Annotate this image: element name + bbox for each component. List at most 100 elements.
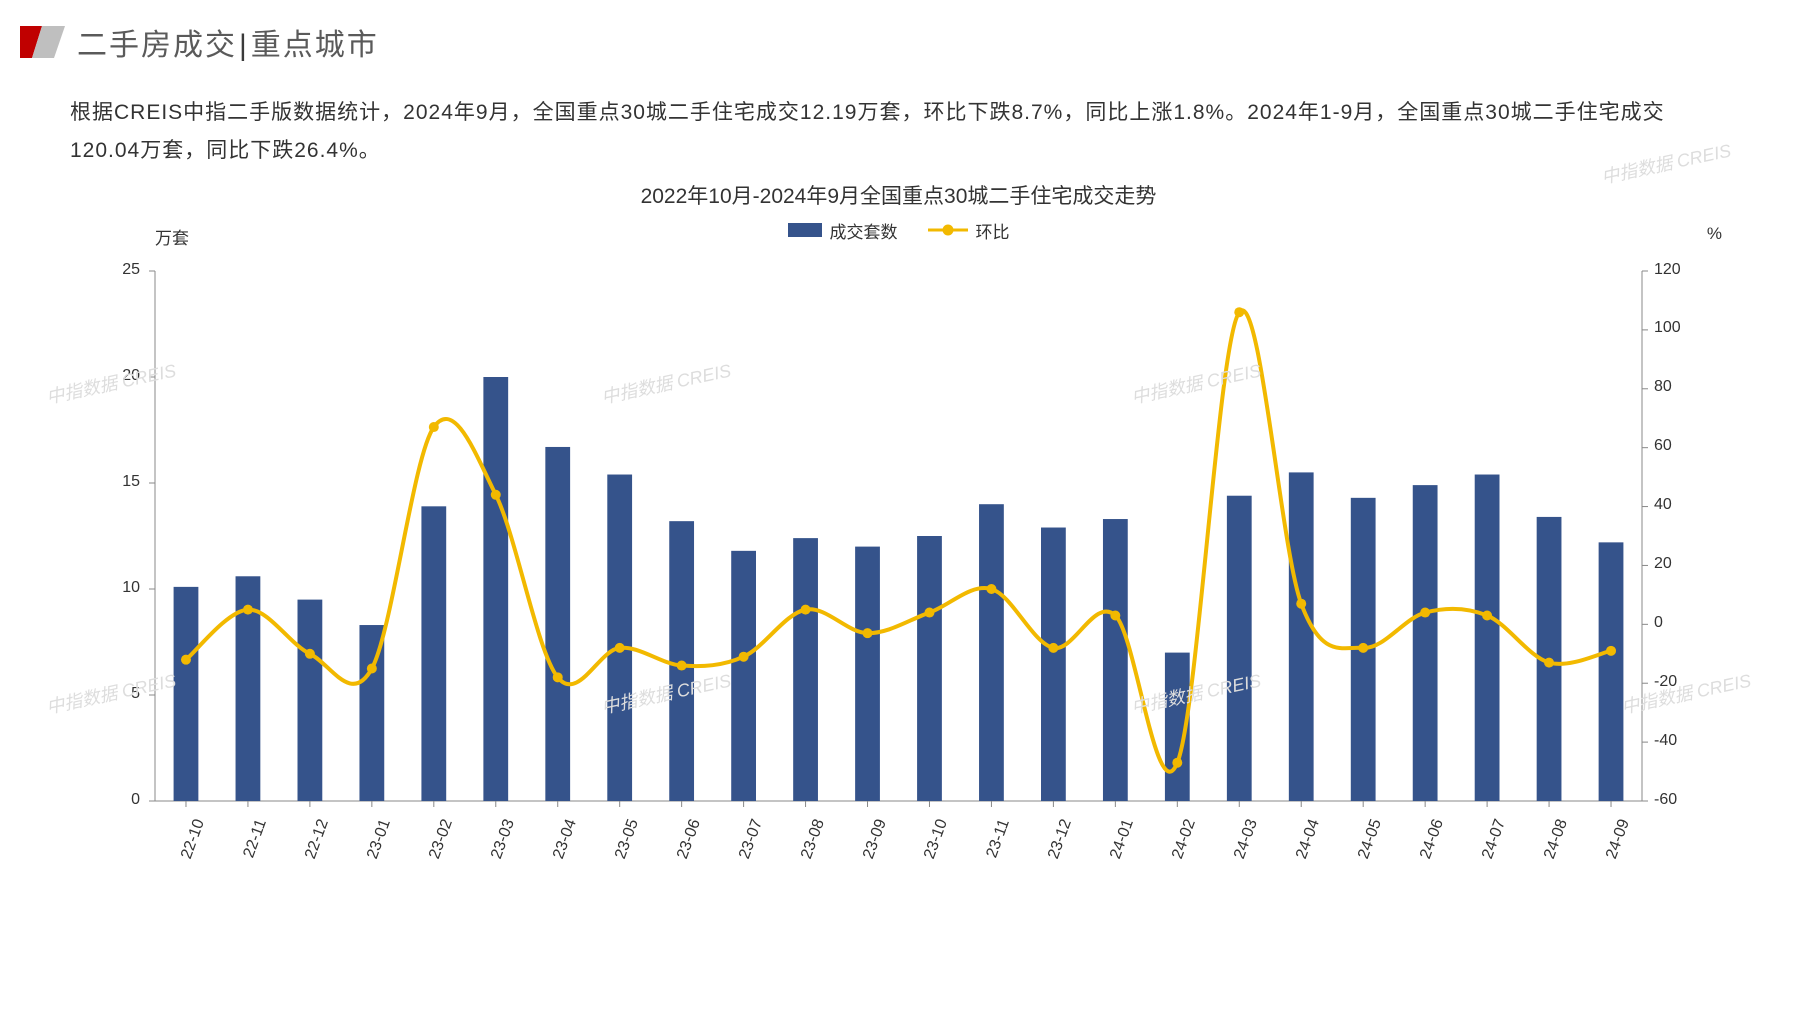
bar (1103, 519, 1128, 801)
y-right-tick-label: -40 (1654, 732, 1704, 750)
line-marker (305, 648, 315, 658)
y-right-tick-label: -60 (1654, 791, 1704, 809)
bar (731, 550, 756, 800)
line-marker (367, 663, 377, 673)
x-axis-labels: 22-10 22-11 22-12 23-01 23-02 23-03 23-04 23-05… (100, 811, 1697, 891)
x-tick-label: 23-01 (364, 817, 395, 862)
bar (1289, 472, 1314, 801)
y-left-tick-label: 15 (100, 473, 140, 491)
x-tick-label: 24-01 (1107, 817, 1138, 862)
x-tick-label: 23-02 (426, 817, 457, 862)
bar (483, 377, 508, 801)
x-tick-label: 23-04 (550, 817, 581, 862)
line-marker (863, 628, 873, 638)
x-tick-label: 22-10 (178, 817, 209, 862)
page-title: 二手房成交|重点城市 (77, 20, 379, 64)
bar (1599, 542, 1624, 801)
line-marker (1110, 610, 1120, 620)
line-marker (1172, 757, 1182, 767)
x-tick-label: 23-03 (488, 817, 519, 862)
y-right-tick-label: 60 (1654, 437, 1704, 455)
line-marker (801, 604, 811, 614)
line-marker (491, 489, 501, 499)
bar (917, 536, 942, 801)
line-marker (1606, 645, 1616, 655)
legend-line-swatch-icon (928, 223, 968, 237)
y-left-tick-label: 25 (100, 261, 140, 279)
title-separator: | (239, 29, 249, 62)
x-tick-label: 23-05 (612, 817, 643, 862)
bar (1227, 495, 1252, 800)
x-tick-label: 24-06 (1417, 817, 1448, 862)
line-series (186, 310, 1611, 771)
y-right-tick-label: 80 (1654, 378, 1704, 396)
bar (174, 586, 199, 800)
line-marker (1048, 642, 1058, 652)
x-tick-label: 24-04 (1293, 817, 1324, 862)
y-right-axis-label: % (1707, 224, 1722, 244)
title-part2: 重点城市 (251, 29, 379, 62)
line-marker (1296, 598, 1306, 608)
line-marker (243, 604, 253, 614)
x-tick-label: 24-03 (1231, 817, 1262, 862)
y-right-tick-label: 100 (1654, 319, 1704, 337)
bar (979, 504, 1004, 801)
x-tick-label: 23-08 (798, 817, 829, 862)
line-marker (986, 584, 996, 594)
chart-plot-area: 0510152025-60-40-20020406080100120 (100, 251, 1697, 811)
y-left-tick-label: 0 (100, 791, 140, 809)
legend-bar-label: 成交套数 (830, 218, 898, 243)
y-right-tick-label: 120 (1654, 261, 1704, 279)
bar (298, 599, 323, 800)
y-left-tick-label: 10 (100, 579, 140, 597)
x-tick-label: 23-07 (736, 817, 767, 862)
line-marker (1544, 657, 1554, 667)
x-tick-label: 24-02 (1169, 817, 1200, 862)
x-tick-label: 22-12 (302, 817, 333, 862)
line-marker (1234, 307, 1244, 317)
line-marker (429, 422, 439, 432)
bar (793, 538, 818, 801)
y-right-tick-label: 0 (1654, 614, 1704, 632)
bar (1413, 485, 1438, 801)
logo-icon (20, 26, 65, 58)
line-marker (677, 660, 687, 670)
x-tick-label: 23-12 (1045, 817, 1076, 862)
bar (1041, 527, 1066, 800)
x-tick-label: 22-11 (240, 817, 271, 860)
y-right-tick-label: 40 (1654, 496, 1704, 514)
bar (607, 474, 632, 800)
y-left-tick-label: 5 (100, 685, 140, 703)
y-right-tick-label: 20 (1654, 555, 1704, 573)
bar (545, 447, 570, 801)
y-right-tick-label: -20 (1654, 673, 1704, 691)
x-tick-label: 24-05 (1355, 817, 1386, 862)
x-tick-label: 23-09 (860, 817, 891, 862)
line-marker (181, 654, 191, 664)
x-tick-label: 24-09 (1603, 817, 1634, 862)
chart-container: 2022年10月-2024年9月全国重点30城二手住宅成交走势 万套 % 成交套… (60, 180, 1737, 891)
x-tick-label: 24-07 (1479, 817, 1510, 862)
line-marker (615, 642, 625, 652)
chart-title: 2022年10月-2024年9月全国重点30城二手住宅成交走势 (60, 180, 1737, 210)
summary-text: 根据CREIS中指二手版数据统计，2024年9月，全国重点30城二手住宅成交12… (0, 64, 1797, 170)
line-marker (1358, 642, 1368, 652)
bar (1475, 474, 1500, 800)
line-marker (1420, 607, 1430, 617)
page-header: 二手房成交|重点城市 (0, 0, 1797, 64)
y-left-axis-label: 万套 (155, 224, 189, 249)
x-tick-label: 23-10 (921, 817, 952, 862)
bar (855, 546, 880, 800)
legend-item-bar: 成交套数 (788, 218, 898, 243)
line-marker (924, 607, 934, 617)
line-marker (739, 651, 749, 661)
legend-line-label: 环比 (976, 218, 1010, 243)
line-marker (553, 672, 563, 682)
x-tick-label: 24-08 (1541, 817, 1572, 862)
x-tick-label: 23-11 (984, 817, 1015, 860)
x-tick-label: 23-06 (674, 817, 705, 862)
legend-bar-swatch-icon (788, 223, 822, 237)
title-part1: 二手房成交 (77, 29, 237, 62)
y-left-tick-label: 20 (100, 367, 140, 385)
legend-item-line: 环比 (928, 218, 1010, 243)
